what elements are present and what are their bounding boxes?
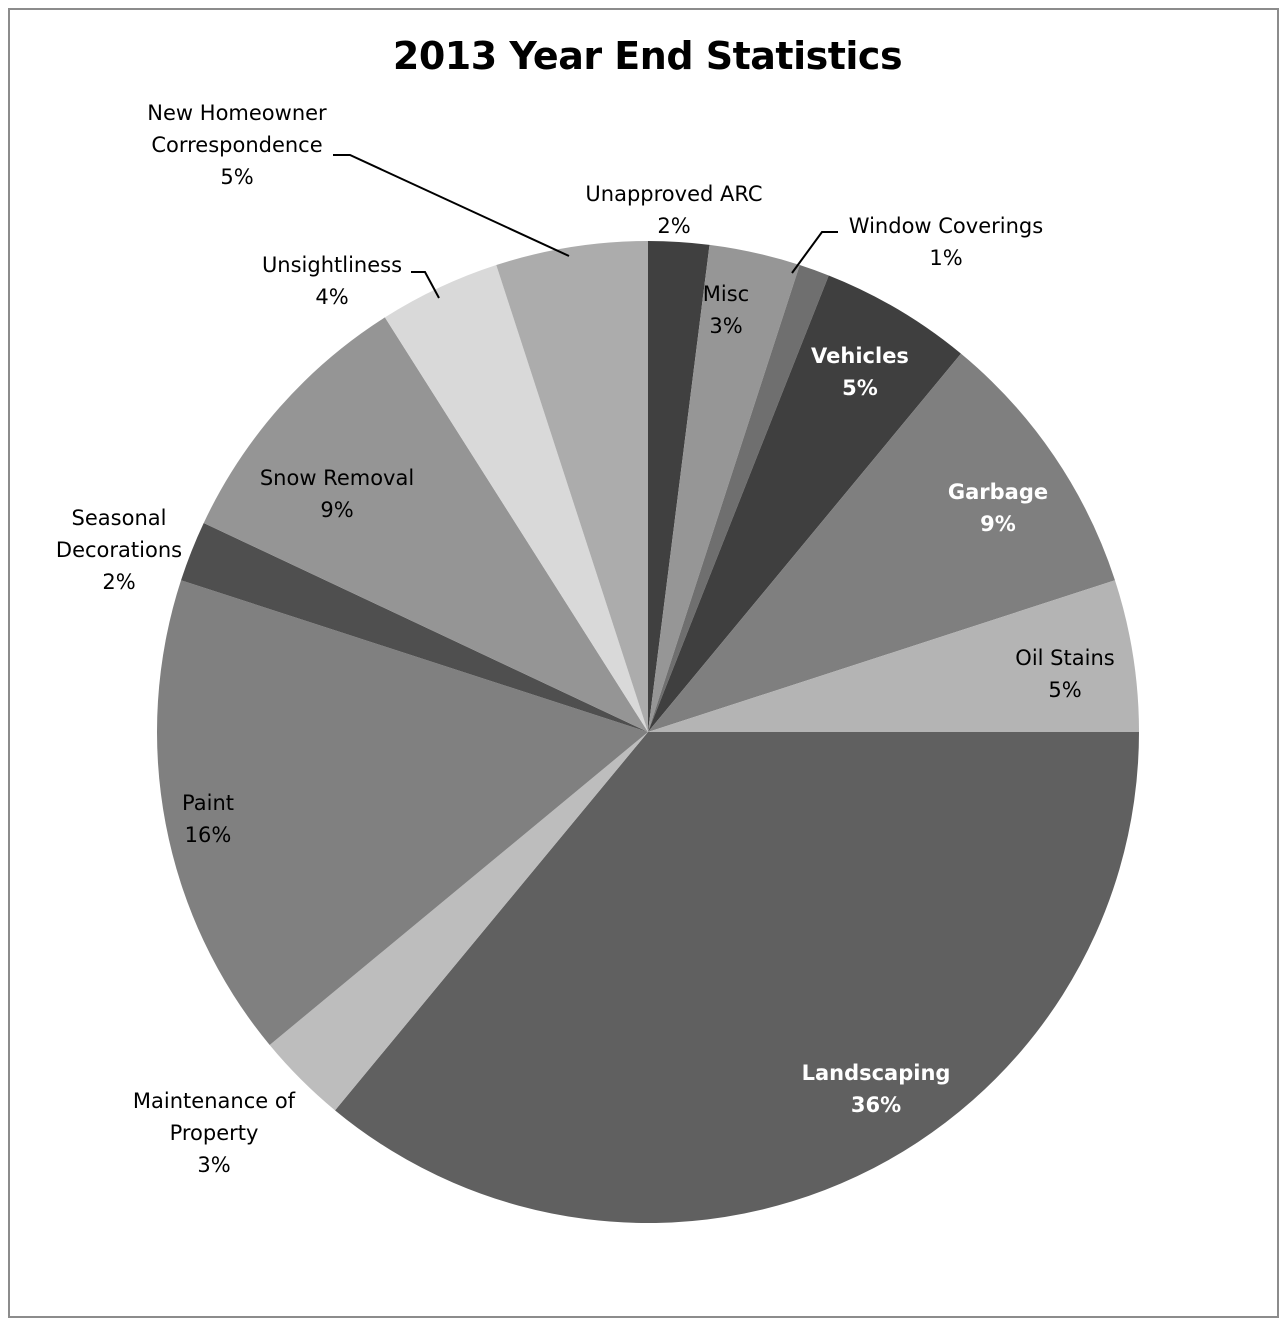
pie-slice-seasonal-decorations [181, 522, 648, 732]
leader-line-window-coverings [791, 231, 838, 274]
leader-line-unsightliness [411, 271, 440, 299]
pie-slice-garbage [648, 353, 1115, 732]
pie-slice-vehicles [648, 275, 961, 732]
pie-slice-unapproved-arc [648, 241, 710, 732]
pie-slice-new-homeowner-correspondence [496, 241, 648, 732]
slice-label-snow-removal: Snow Removal 9% [260, 466, 414, 522]
pie-slice-paint [157, 580, 648, 1045]
pie-slice-landscaping [335, 732, 1140, 1224]
pie-slice-maintenance-of-property [269, 732, 648, 1111]
slice-label-oil-stains: Oil Stains 5% [1015, 646, 1114, 702]
slice-label-seasonal-decorations: Seasonal Decorations 2% [56, 506, 182, 594]
pie-slice-window-coverings [648, 265, 829, 732]
slice-label-misc: Misc 3% [703, 282, 749, 338]
slice-label-unsightliness: Unsightliness 4% [262, 253, 402, 309]
slice-label-garbage: Garbage 9% [948, 480, 1048, 536]
slice-label-maintenance-of-property: Maintenance of Property 3% [133, 1089, 296, 1177]
pie-slice-snow-removal [203, 317, 648, 732]
slice-label-new-homeowner-correspondence: New Homeowner Correspondence 5% [147, 101, 327, 189]
slice-label-window-coverings: Window Coverings 1% [849, 214, 1043, 270]
leader-line-new-homeowner-correspondence [333, 154, 570, 257]
chart-title: 2013 Year End Statistics [392, 34, 903, 78]
slice-label-paint: Paint 16% [182, 791, 234, 847]
pie-slice-unsightliness [384, 265, 648, 732]
pie-slice-oil-stains [648, 580, 1139, 732]
slice-label-vehicles: Vehicles 5% [811, 344, 909, 400]
slice-label-unapproved-arc: Unapproved ARC 2% [585, 182, 762, 238]
slice-label-landscaping: Landscaping 36% [802, 1061, 951, 1117]
pie-slice-misc [648, 244, 800, 732]
